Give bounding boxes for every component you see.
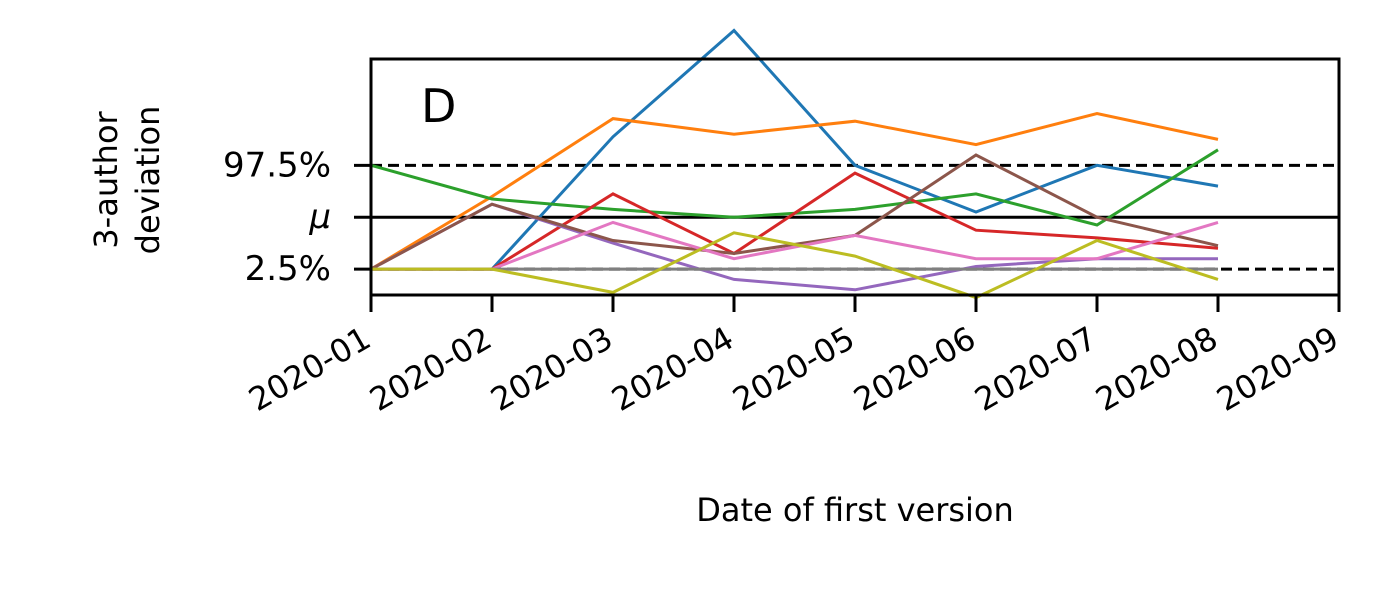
series-line-3 bbox=[371, 171, 1219, 271]
x-tick-label-7: 2020-08 bbox=[1089, 319, 1224, 419]
y-axis-label-line-1: 3-author bbox=[87, 110, 125, 248]
y-axis-label-line-2: deviation bbox=[129, 106, 167, 255]
y-ticks: 97.5% μ 2.5% bbox=[223, 145, 371, 289]
y-tick-label-1: μ bbox=[308, 197, 331, 237]
x-tick-label-5: 2020-06 bbox=[847, 319, 982, 419]
x-tick-label-0: 2020-01 bbox=[242, 319, 377, 419]
series-line-1 bbox=[370, 111, 1219, 271]
series-line-8 bbox=[371, 231, 1219, 300]
x-tick-label-1: 2020-02 bbox=[363, 319, 498, 419]
x-tick-label-8: 2020-09 bbox=[1210, 319, 1345, 419]
x-axis-label: Date of first version bbox=[696, 491, 1014, 529]
y-tick-label-0: 97.5% bbox=[223, 145, 331, 185]
x-tick-label-2: 2020-03 bbox=[484, 319, 619, 419]
y-tick-label-2: 2.5% bbox=[245, 249, 331, 289]
x-ticks: 2020-012020-022020-032020-042020-052020-… bbox=[242, 295, 1345, 419]
x-tick-label-3: 2020-04 bbox=[605, 319, 740, 419]
panel-label: D bbox=[421, 79, 456, 133]
series-line-6 bbox=[371, 220, 1219, 271]
x-tick-label-4: 2020-05 bbox=[726, 319, 861, 419]
x-tick-label-6: 2020-07 bbox=[968, 319, 1103, 419]
series-lines bbox=[370, 28, 1219, 300]
series-line-0 bbox=[371, 28, 1219, 271]
